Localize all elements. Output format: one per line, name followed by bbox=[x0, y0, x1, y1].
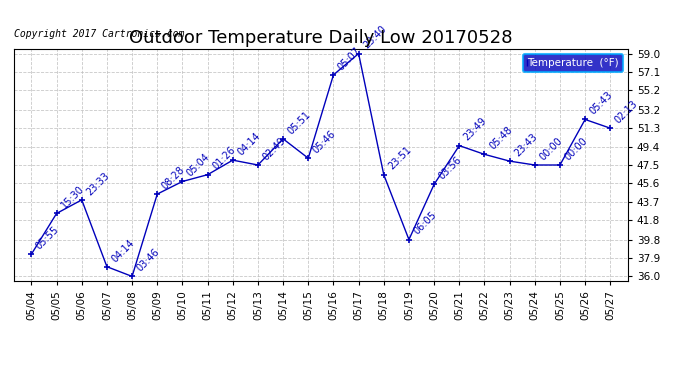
Text: 05:51: 05:51 bbox=[286, 109, 313, 136]
Text: Copyright 2017 Cartronics.com: Copyright 2017 Cartronics.com bbox=[14, 30, 184, 39]
Text: 23:49: 23:49 bbox=[462, 116, 489, 143]
Text: 04:14: 04:14 bbox=[110, 237, 137, 264]
Text: 05:43: 05:43 bbox=[588, 90, 615, 117]
Text: 06:05: 06:05 bbox=[412, 210, 439, 237]
Text: 00:00: 00:00 bbox=[538, 135, 564, 162]
Title: Outdoor Temperature Daily Low 20170528: Outdoor Temperature Daily Low 20170528 bbox=[129, 29, 513, 47]
Text: 05:04: 05:04 bbox=[185, 152, 212, 179]
Text: 23:40: 23:40 bbox=[362, 24, 388, 51]
Text: 04:14: 04:14 bbox=[235, 130, 262, 158]
Text: 05:48: 05:48 bbox=[487, 125, 514, 152]
Text: 05:46: 05:46 bbox=[311, 129, 338, 156]
Legend: Temperature  (°F): Temperature (°F) bbox=[523, 54, 622, 72]
Text: 03:56: 03:56 bbox=[437, 155, 464, 182]
Text: 05:55: 05:55 bbox=[34, 224, 61, 251]
Text: 02:13: 02:13 bbox=[613, 99, 640, 125]
Text: 23:43: 23:43 bbox=[513, 132, 539, 158]
Text: 02:49: 02:49 bbox=[261, 135, 288, 162]
Text: 15:30: 15:30 bbox=[59, 184, 86, 211]
Text: 01:26: 01:26 bbox=[210, 145, 237, 172]
Text: 08:28: 08:28 bbox=[160, 165, 187, 191]
Text: 05:07: 05:07 bbox=[336, 45, 363, 72]
Text: 03:46: 03:46 bbox=[135, 247, 161, 274]
Text: 00:00: 00:00 bbox=[563, 135, 589, 162]
Text: 23:51: 23:51 bbox=[386, 145, 413, 172]
Text: 23:33: 23:33 bbox=[85, 170, 111, 197]
